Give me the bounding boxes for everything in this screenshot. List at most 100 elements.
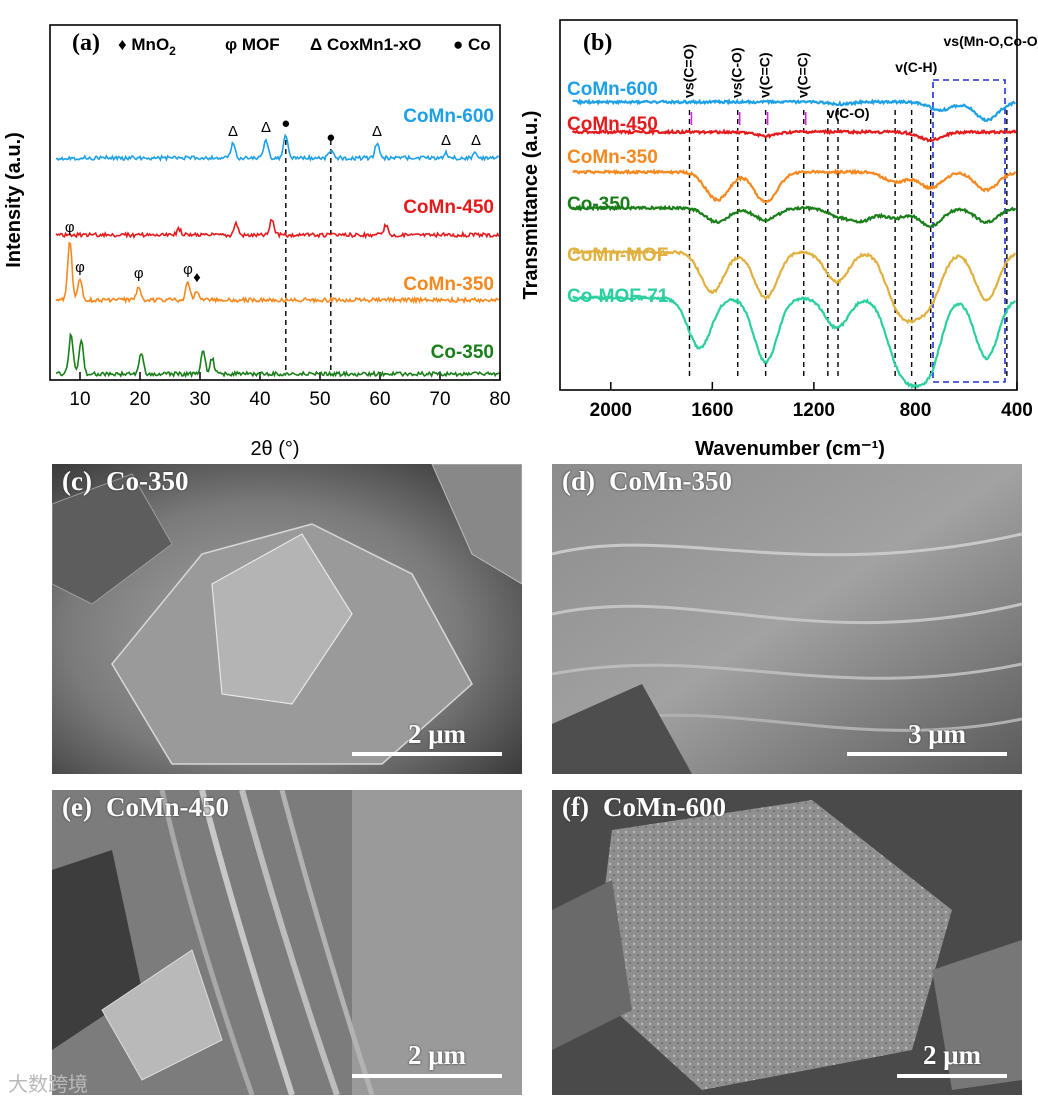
ftir-panel-tag: (b) [583,30,612,56]
ftir-tick-label: 800 [900,400,932,421]
ftir-series-label: CoMn-450 [567,114,658,135]
ftir-annotation: v(C-H) [895,59,937,75]
ftir-chart: (b) 2000 1600 1200 800 400 Wavenumber (cm⁻¹)… [520,19,1038,460]
xrd-peak-markers: Δ Δ ●● ΔΔ Δφφ φ φ ♦ [65,115,481,286]
sem-tag-d: (d) [562,466,595,496]
xrd-plot-frame [49,24,501,381]
xrd-tick-label: 60 [369,389,390,410]
ftir-tick-label: 1200 [793,400,835,421]
sem-tag-c: (c) [62,466,92,496]
sem-panel-e: (e) CoMn-450 2 μm [52,790,522,1095]
xrd-legend-item: φ MOF [225,35,280,54]
ftir-line-Co-MOF-71 [572,294,1016,390]
xrd-peak-marker: Δ [261,119,271,136]
scale-text-d: 3 μm [907,719,967,749]
ftir-line-CoMn-450 [571,128,1017,143]
xrd-series-label: Co-350 [431,342,494,363]
xrd-peak-marker: Δ [228,123,238,140]
scale-text-e: 2 μm [407,1040,467,1070]
xrd-peak-marker: φ [134,265,144,282]
sem-panel-d: (d) CoMn-350 3 μm [552,464,1022,774]
sem-sample-e: CoMn-450 [105,792,229,822]
ftir-tick-label: 1600 [691,400,733,421]
ftir-series-label: Co-MOF-71 [567,286,669,307]
xrd-peak-marker: ● [326,129,335,146]
ftir-annotation: v(C=C) [795,52,811,98]
xrd-panel-tag: (a) [72,30,100,56]
xrd-chart: (a) ♦ MnO2 φ MOF Δ CoxMn1-xO ● Co 10 20 30 40 5… [3,24,511,460]
ftir-series [571,98,1017,390]
xrd-y-axis-label: Intensity (a.u.) [3,132,25,268]
ftir-annotation: v(C=C) [757,52,773,98]
ftir-plot-frame [559,19,1018,391]
xrd-peak-marker: Δ [471,132,481,149]
ftir-annotations: vs(C=O) vs(C-O) v(C=C) v(C=C) v(C-O) v(C-H) vs… [680,33,1038,125]
sem-image-d [552,464,1022,774]
xrd-reference-lines [285,140,332,370]
scale-bar-e [352,1074,502,1078]
sem-panel-c: (c) Co-350 2 μm [52,464,522,774]
xrd-x-axis-label: 2θ (°) [250,438,299,460]
ftir-tick-label: 2000 [590,400,632,421]
ftir-line-CoMn-350 [572,168,1017,204]
scale-text-c: 2 μm [407,719,467,749]
watermark: 大数跨境 [8,1072,88,1096]
xrd-tick-label: 10 [69,389,90,410]
xrd-legend-item: ● Co [453,35,491,54]
scale-text-f: 2 μm [922,1040,982,1070]
xrd-legend: ♦ MnO2 φ MOF Δ CoxMn1-xO ● Co [118,35,491,58]
ftir-annotation: vs(C-O) [729,47,745,98]
xrd-series-labels: CoMn-600 CoMn-450 CoMn-350 Co-350 [403,106,494,363]
xrd-series [55,133,500,379]
sem-sample-d: CoMn-350 [609,466,732,496]
ftir-x-axis: 2000 1600 1200 800 400 [590,382,1033,421]
scale-bar-d [847,752,1007,756]
ftir-series-label: Co-350 [567,194,630,215]
xrd-peak-marker: Δ [372,123,382,140]
xrd-x-axis: 10 20 30 40 50 60 70 80 [69,372,511,410]
xrd-line-CoMn-350 [55,241,500,305]
ftir-annotation: vs(Mn-O,Co-O) [944,33,1038,49]
xrd-tick-label: 20 [129,389,150,410]
sem-sample-f: CoMn-600 [602,792,726,822]
xrd-peak-marker: Δ [441,132,451,149]
xrd-legend-item: Δ CoxMn1-xO [310,35,421,54]
scale-bar-f [897,1074,1007,1078]
sem-tag-e: (e) [62,792,92,822]
xrd-line-CoMn-600 [55,133,499,162]
xrd-line-Co-350 [56,332,500,379]
xrd-series-label: CoMn-600 [403,106,494,127]
xrd-peak-marker: φ [65,219,75,236]
sem-image-c [52,464,522,774]
sem-image-e [52,790,522,1095]
ftir-series-labels: CoMn-600 CoMn-450 CoMn-350 Co-350 CoMn-MOF Co… [567,79,669,307]
ftir-x-axis-label: Wavenumber (cm⁻¹) [695,438,885,460]
ftir-tick-label: 400 [1001,400,1033,421]
xrd-peak-marker: φ [75,259,85,276]
xrd-tick-label: 30 [189,389,210,410]
ftir-annotation: v(C-O) [827,105,870,121]
ftir-line-CoMn-MOF [572,248,1016,325]
ftir-annotation: vs(C=O) [680,44,696,98]
xrd-tick-label: 40 [249,389,270,410]
sem-tag-f: (f) [562,792,589,822]
ftir-y-axis-label: Transmittance (a.u.) [520,111,542,300]
xrd-peak-marker: ♦ [193,269,201,286]
sem-sample-c: Co-350 [105,466,189,496]
sem-panel-f: (f) CoMn-600 2 μm [552,790,1022,1095]
xrd-peak-marker: ● [281,115,290,132]
xrd-tick-label: 80 [489,389,510,410]
xrd-tick-label: 50 [309,389,330,410]
ftir-series-label: CoMn-600 [567,79,658,100]
xrd-series-label: CoMn-450 [403,197,494,218]
sem-image-f [552,790,1022,1095]
ftir-line-CoMn-600 [572,98,1016,123]
xrd-peak-marker: φ [183,261,193,278]
ftir-metal-oxide-region [932,79,1006,383]
ftir-series-label: CoMn-350 [567,147,658,168]
xrd-series-label: CoMn-350 [403,274,494,295]
xrd-legend-item: ♦ MnO2 [118,35,176,58]
ftir-line-Co-350 [571,203,1017,229]
xrd-line-CoMn-450 [55,218,500,240]
ftir-series-label: CoMn-MOF [567,245,668,266]
